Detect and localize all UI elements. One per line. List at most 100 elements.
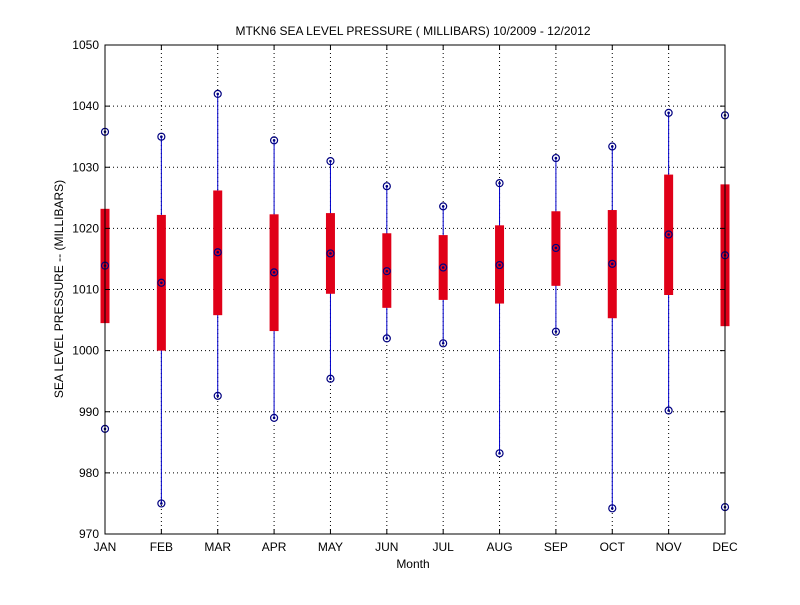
max-marker-sep-ring [551,153,561,163]
y-tick-label: 980 [79,466,99,480]
median-marker-jun [382,267,391,276]
y-tick-label: 1040 [72,99,99,113]
max-marker-sep [551,153,561,163]
max-marker-mar-ring [213,89,222,99]
y-axis-title: SEA LEVEL PRESSURE -- (MILLIBARS) [52,180,66,398]
median-marker-jul-ring [439,263,448,272]
min-marker-feb [157,499,166,508]
median-marker-feb-dot [160,281,163,285]
min-marker-oct-dot [610,507,614,510]
x-tick-label: NOV [656,540,682,554]
min-marker-jul [439,339,448,348]
median-marker-nov [664,230,673,239]
x-tick-label: MAR [204,540,231,554]
min-marker-sep-ring [551,327,561,336]
x-tick-label: SEP [544,540,568,554]
x-tick-label: JUL [433,540,455,554]
min-marker-sep [551,327,561,336]
y-tick-label: 970 [79,527,99,541]
min-marker-mar-dot [216,394,220,398]
min-marker-may-dot [329,377,332,381]
min-marker-feb-dot [160,502,163,505]
x-tick-label: APR [262,540,287,554]
median-marker-jul-dot [441,266,445,269]
median-marker-nov-ring [664,230,673,239]
x-axis-title: Month [396,557,429,571]
y-tick-label: 1050 [72,38,99,52]
min-marker-oct-ring [608,504,617,513]
min-marker-aug-ring [495,449,504,458]
max-marker-aug-dot [498,181,501,185]
min-marker-apr-ring [269,413,279,422]
max-marker-may-ring [326,157,335,166]
median-marker-jul [439,263,448,272]
median-marker-jun-dot [385,269,389,273]
median-marker-aug-ring [495,260,504,270]
max-marker-nov-ring [664,108,673,117]
min-marker-may [326,374,335,383]
y-tick-label: 1030 [72,160,99,174]
max-marker-feb-ring [157,132,166,141]
median-marker-oct-dot [610,262,614,266]
x-tick-label: AUG [487,540,513,554]
max-marker-jun-dot [385,184,389,188]
median-marker-may-dot [329,252,332,255]
median-marker-feb-ring [157,278,166,287]
median-marker-apr-ring [269,268,279,277]
median-marker-oct-ring [608,259,617,268]
median-marker-mar [213,248,222,257]
median-marker-mar-dot [216,250,220,254]
median-marker-sep-dot [554,246,558,250]
median-marker-apr-dot [272,271,276,274]
median-marker-sep [551,243,561,253]
max-marker-apr-ring [269,136,279,145]
max-marker-mar-dot [216,92,220,96]
max-marker-oct-ring [608,142,617,151]
axis-ticks: 970 980 990 1000 1010 1020 1030 1040 1050 JAN FEB M… [72,38,738,554]
min-marker-mar [213,391,222,400]
max-marker-feb-dot [160,135,163,138]
max-marker-jul-ring [439,202,448,211]
max-marker-aug [495,179,504,188]
median-marker-mar-ring [213,248,222,257]
max-marker-aug-ring [495,179,504,188]
min-marker-may-ring [326,374,335,383]
max-marker-oct [608,142,617,151]
median-marker-aug-dot [498,263,501,267]
x-tick-label: JUN [375,540,398,554]
max-marker-jun-ring [382,182,391,191]
median-marker-nov-dot [667,233,670,236]
max-marker-apr-dot [272,139,276,142]
median-marker-oct [608,259,617,268]
y-tick-label: 1000 [72,344,99,358]
min-marker-nov-dot [667,409,670,412]
x-tick-label: FEB [150,540,173,554]
max-marker-nov [664,108,673,117]
median-marker-may [326,249,335,258]
max-marker-may [326,157,335,166]
x-tick-label: OCT [600,540,626,554]
min-marker-aug-dot [498,452,501,455]
max-marker-jun [382,182,391,191]
min-marker-apr-dot [272,416,276,420]
median-marker-jun-ring [382,267,391,276]
x-tick-label: DEC [712,540,738,554]
min-marker-sep-dot [554,330,558,333]
max-marker-oct-dot [610,145,614,148]
min-marker-aug [495,449,504,458]
min-marker-jun-dot [385,337,389,340]
min-marker-jun-ring [382,334,391,343]
max-marker-mar [213,89,222,99]
chart-title: MTKN6 SEA LEVEL PRESSURE ( MILLIBARS) 10… [235,24,590,38]
min-marker-apr [269,413,279,422]
min-marker-mar-ring [213,391,222,400]
max-marker-jul-dot [441,205,445,208]
min-marker-nov-ring [664,406,673,415]
min-marker-oct [608,504,617,513]
median-marker-sep-ring [551,243,561,253]
max-marker-feb [157,132,166,141]
min-marker-feb-ring [157,499,166,508]
